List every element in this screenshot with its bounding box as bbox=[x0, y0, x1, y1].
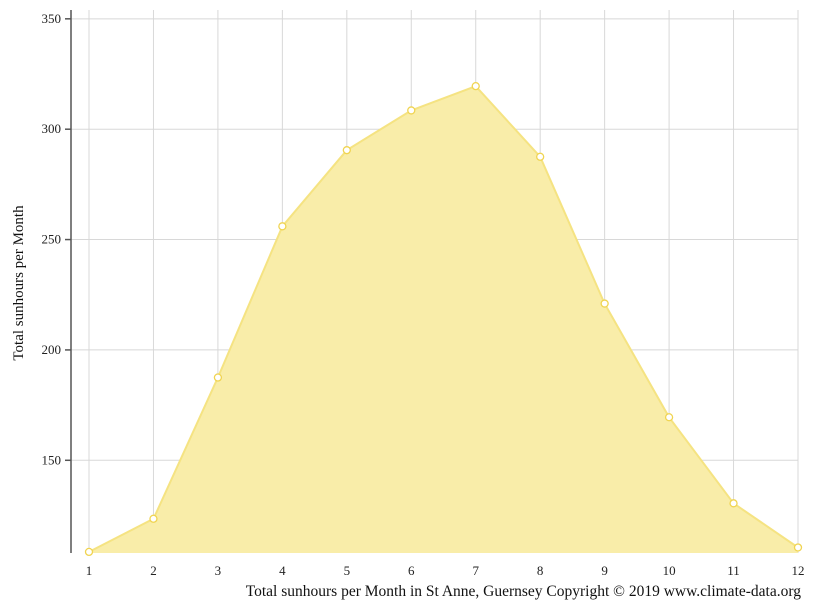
y-tick-label: 300 bbox=[42, 121, 62, 136]
x-tick-label: 7 bbox=[472, 563, 479, 578]
axes bbox=[65, 10, 72, 553]
x-tick-label: 2 bbox=[150, 563, 157, 578]
data-point-4 bbox=[278, 222, 287, 231]
series-line bbox=[88, 85, 799, 553]
data-point-7 bbox=[471, 82, 480, 91]
data-point-1 bbox=[84, 547, 94, 557]
y-tick-label: 150 bbox=[42, 452, 62, 467]
x-tick-label: 12 bbox=[792, 563, 805, 578]
y-axis-label: Total sunhours per Month bbox=[11, 205, 27, 361]
area-fill bbox=[89, 86, 798, 553]
data-point-5 bbox=[342, 146, 351, 155]
x-tick-label: 4 bbox=[279, 563, 286, 578]
data-points bbox=[84, 82, 803, 557]
chart-caption: Total sunhours per Month in St Anne, Gue… bbox=[245, 583, 801, 600]
y-tick-label: 200 bbox=[42, 342, 62, 357]
x-tick-label: 11 bbox=[727, 563, 740, 578]
x-tick-label: 10 bbox=[663, 563, 676, 578]
y-tick-labels: 150 200 250 300 350 bbox=[42, 11, 62, 467]
x-tick-label: 9 bbox=[601, 563, 608, 578]
y-tick-label: 250 bbox=[42, 232, 62, 247]
x-tick-label: 1 bbox=[86, 563, 93, 578]
data-point-2 bbox=[149, 514, 158, 523]
x-tick-labels: 1 2 3 4 5 6 7 8 9 10 11 12 bbox=[86, 563, 805, 578]
data-point-8 bbox=[536, 152, 545, 161]
data-point-11 bbox=[729, 499, 738, 508]
x-tick-label: 6 bbox=[408, 563, 415, 578]
data-point-6 bbox=[407, 106, 416, 115]
x-tick-label: 5 bbox=[344, 563, 351, 578]
x-tick-label: 8 bbox=[537, 563, 544, 578]
data-point-9 bbox=[600, 299, 609, 308]
data-point-3 bbox=[213, 373, 223, 382]
data-point-12 bbox=[793, 543, 803, 552]
x-tick-label: 3 bbox=[215, 563, 222, 578]
data-point-10 bbox=[664, 413, 674, 422]
y-tick-label: 350 bbox=[42, 11, 62, 26]
